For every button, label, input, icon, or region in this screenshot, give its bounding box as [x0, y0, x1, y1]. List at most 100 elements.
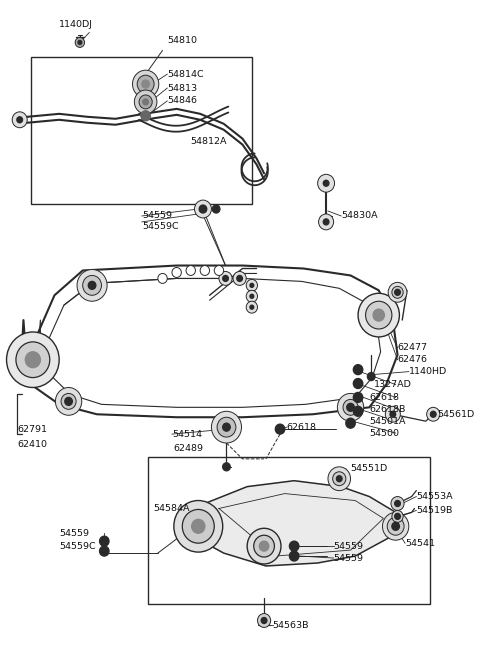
Circle shape: [212, 205, 220, 213]
Circle shape: [214, 266, 224, 276]
Circle shape: [254, 535, 275, 557]
Circle shape: [250, 305, 254, 309]
Circle shape: [75, 37, 84, 47]
Bar: [31, 57, 252, 204]
Circle shape: [200, 266, 210, 276]
Text: 54553A: 54553A: [416, 492, 453, 501]
Circle shape: [78, 41, 82, 45]
Circle shape: [65, 398, 72, 405]
Circle shape: [141, 111, 150, 121]
Circle shape: [333, 472, 346, 485]
Circle shape: [383, 512, 409, 540]
Circle shape: [194, 200, 211, 218]
Text: 54814C: 54814C: [167, 70, 204, 79]
Circle shape: [250, 283, 254, 287]
Circle shape: [373, 309, 384, 321]
Circle shape: [186, 266, 195, 276]
Circle shape: [246, 279, 257, 291]
Circle shape: [257, 613, 271, 627]
Circle shape: [318, 174, 335, 192]
Circle shape: [223, 276, 228, 281]
Text: 54559: 54559: [334, 542, 364, 550]
Circle shape: [134, 90, 157, 114]
Circle shape: [353, 365, 363, 375]
Text: 54846: 54846: [167, 96, 197, 106]
Circle shape: [353, 406, 363, 417]
Circle shape: [388, 282, 407, 302]
Circle shape: [223, 423, 230, 431]
Circle shape: [192, 520, 205, 533]
Circle shape: [211, 411, 241, 443]
Text: 54519B: 54519B: [416, 506, 453, 515]
Circle shape: [246, 291, 257, 302]
Circle shape: [143, 99, 148, 105]
Circle shape: [346, 419, 355, 428]
Circle shape: [83, 276, 101, 295]
Circle shape: [7, 332, 59, 388]
Circle shape: [391, 497, 404, 510]
Text: 54559: 54559: [142, 211, 172, 220]
Circle shape: [353, 379, 363, 388]
Bar: [148, 457, 431, 604]
Text: 54561D: 54561D: [437, 410, 474, 419]
Text: 62410: 62410: [17, 440, 47, 449]
Circle shape: [358, 293, 399, 337]
Text: 54559: 54559: [334, 554, 364, 563]
Circle shape: [99, 546, 109, 556]
Polygon shape: [177, 481, 397, 566]
Circle shape: [336, 476, 342, 482]
Circle shape: [343, 400, 358, 415]
Circle shape: [323, 219, 329, 225]
Circle shape: [390, 411, 396, 417]
Circle shape: [233, 272, 246, 285]
Text: 62618: 62618: [369, 393, 399, 402]
Circle shape: [12, 112, 27, 128]
Circle shape: [223, 463, 230, 471]
Text: 62618: 62618: [287, 422, 317, 432]
Text: 54559C: 54559C: [142, 222, 179, 232]
Text: 1327AD: 1327AD: [374, 380, 412, 389]
Circle shape: [17, 117, 23, 123]
Text: 54551D: 54551D: [350, 464, 388, 473]
Text: 54501A: 54501A: [369, 417, 406, 426]
Circle shape: [259, 541, 269, 551]
Circle shape: [137, 75, 154, 93]
Circle shape: [246, 301, 257, 313]
Circle shape: [395, 501, 400, 506]
Text: 54559: 54559: [59, 529, 89, 538]
Circle shape: [319, 214, 334, 230]
Circle shape: [431, 411, 436, 417]
Circle shape: [61, 394, 76, 409]
Text: 1140DJ: 1140DJ: [59, 20, 93, 29]
Circle shape: [182, 510, 214, 543]
Circle shape: [55, 388, 82, 415]
Circle shape: [158, 274, 167, 283]
Circle shape: [347, 403, 354, 411]
Text: 1140HD: 1140HD: [409, 367, 447, 376]
Text: 54810: 54810: [167, 36, 197, 45]
Circle shape: [328, 467, 350, 491]
Text: 54830A: 54830A: [341, 211, 378, 220]
Text: 62489: 62489: [174, 445, 204, 453]
Text: 54500: 54500: [369, 428, 399, 438]
Text: 54584A: 54584A: [153, 504, 190, 513]
Circle shape: [276, 424, 285, 434]
Circle shape: [172, 268, 181, 277]
Circle shape: [353, 392, 363, 402]
Circle shape: [289, 541, 299, 551]
Circle shape: [247, 528, 281, 564]
Circle shape: [392, 522, 399, 530]
Text: 54559C: 54559C: [59, 542, 96, 550]
Text: 54812A: 54812A: [191, 137, 227, 146]
Circle shape: [323, 180, 329, 186]
Circle shape: [77, 270, 107, 301]
Circle shape: [174, 501, 223, 552]
Circle shape: [219, 272, 232, 285]
Circle shape: [387, 518, 404, 535]
Circle shape: [289, 551, 299, 561]
Circle shape: [395, 289, 400, 295]
Text: 62477: 62477: [397, 343, 428, 352]
Text: 54563B: 54563B: [273, 621, 309, 630]
Circle shape: [368, 373, 375, 380]
Circle shape: [261, 617, 267, 623]
